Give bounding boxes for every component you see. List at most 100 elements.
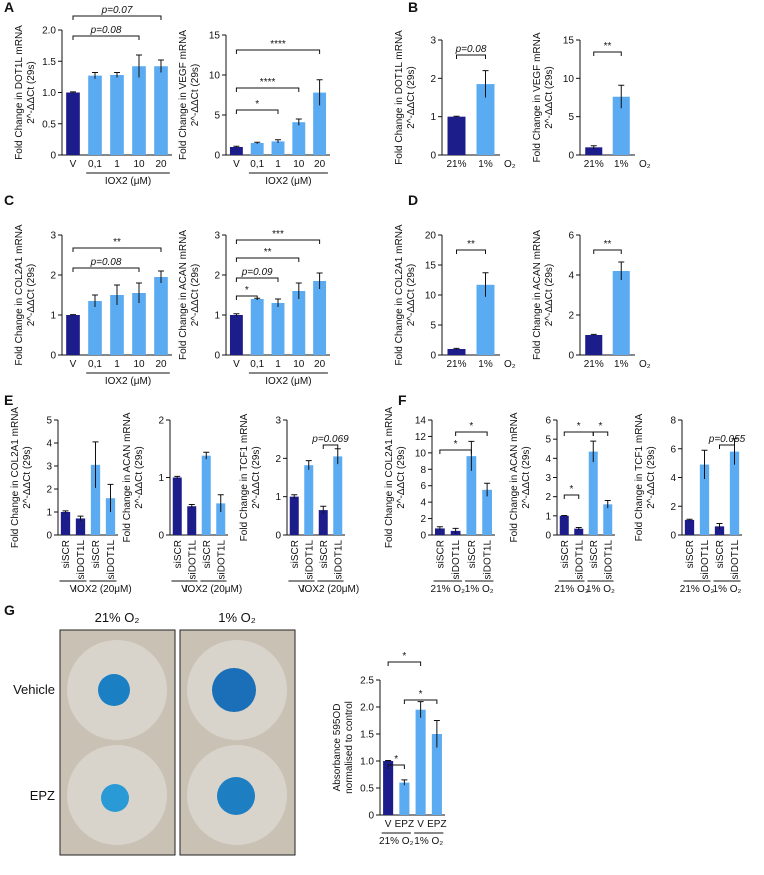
x-tick-label: V [70, 159, 77, 170]
y-axis-label: 2^-ΔΔCt (29s) [251, 446, 262, 509]
group-label: IOX2 (μM) [105, 376, 151, 387]
group-label: 1% O₂ [586, 584, 615, 595]
group-label: 1% O₂ [414, 836, 443, 847]
y-tick-label: 6 [420, 481, 426, 492]
y-axis-label: 2^-ΔΔCt (29s) [544, 264, 555, 327]
group-label: IOX2 (20μM) [74, 584, 131, 595]
x-tick-label: siDOT1L [304, 540, 315, 580]
y-tick-label: 4 [420, 498, 426, 509]
y-tick-label: 0 [50, 151, 56, 162]
y-axis-label: 2^-ΔΔCt (29s) [190, 264, 201, 327]
x-tick-label: siDOT1L [574, 540, 585, 580]
bar [132, 293, 146, 355]
y-axis-label: Fold Change in DOT1L mRNA [14, 25, 25, 160]
y-tick-label: 6 [545, 416, 551, 427]
y-axis-label: 2^-ΔΔCt (29s) [406, 264, 417, 327]
x-suffix: O₂ [639, 159, 651, 170]
panel-letter: C [4, 192, 14, 208]
bar [476, 284, 495, 355]
significance-label: p=0.08 [455, 44, 487, 55]
significance-bracket [235, 87, 300, 92]
error-bar [401, 779, 408, 786]
error-bar [468, 440, 475, 471]
y-tick-label: 2 [670, 502, 676, 513]
bar [66, 92, 80, 155]
x-tick-label: 21% [584, 359, 604, 370]
y-tick-label: 2.0 [42, 26, 56, 37]
y-tick-label: 1 [430, 112, 436, 123]
y-tick-label: 0 [568, 351, 574, 362]
significance-bracket [455, 431, 488, 436]
significance-label: * [454, 439, 458, 450]
y-tick-label: 6 [568, 231, 574, 242]
bar [318, 510, 328, 535]
error-bar [136, 282, 142, 303]
y-tick-label: 0 [670, 531, 676, 542]
y-axis-label: 2^-ΔΔCt (29s) [406, 66, 417, 129]
bar [431, 734, 442, 815]
y-axis-label: 2^-ΔΔCt (29s) [190, 64, 201, 127]
x-tick-label: siSCR [435, 540, 446, 568]
y-tick-label: 5 [545, 435, 551, 446]
image-column-label: 21% O₂ [95, 610, 140, 625]
error-bar [436, 526, 443, 531]
y-tick-label: 3 [430, 36, 436, 47]
bar [333, 456, 343, 535]
y-tick-label: 8 [670, 416, 676, 427]
significance-bracket [235, 257, 300, 262]
image-panel: 21% O₂ 1% O₂ Vehicle EPZ [13, 610, 296, 856]
y-tick-label: 3 [46, 462, 52, 473]
significance-bracket [322, 444, 339, 449]
x-tick-label: V [233, 159, 240, 170]
bar [603, 504, 613, 535]
error-bar [590, 333, 597, 336]
y-tick-label: 2 [158, 416, 164, 427]
bar [75, 518, 86, 535]
x-tick-label: 1% [478, 359, 493, 370]
y-tick-label: 12 [415, 432, 427, 443]
group-label: IOX2 (μM) [265, 376, 311, 387]
error-bar [453, 115, 460, 118]
y-tick-label: 2 [275, 454, 281, 465]
panel-letter: F [398, 392, 407, 408]
significance-bracket [235, 277, 279, 282]
y-tick-label: 5 [430, 321, 436, 332]
error-bar [188, 504, 195, 508]
bar [714, 526, 725, 535]
error-bar [275, 298, 281, 307]
y-tick-label: 4 [545, 454, 551, 465]
y-axis-label: 2^-ΔΔCt (29s) [22, 446, 33, 509]
significance-bracket [593, 51, 622, 56]
y-tick-label: 0 [420, 531, 426, 542]
significance-label: p=0.08 [90, 25, 122, 36]
bar [187, 506, 197, 535]
y-axis-label: Fold Change in ACAN mRNA [509, 412, 520, 542]
x-tick-label: siDOT1L [106, 540, 117, 580]
bar [154, 66, 168, 155]
x-tick-label: 1 [114, 359, 120, 370]
significance-bracket [72, 267, 140, 272]
y-tick-label: 0 [430, 151, 436, 162]
error-bar [316, 272, 323, 289]
error-bar [158, 59, 164, 73]
x-tick-label: siSCR [319, 540, 330, 568]
y-tick-label: 0 [545, 531, 551, 542]
bar [172, 477, 182, 535]
x-tick-label: 10 [133, 359, 145, 370]
bar [90, 464, 101, 535]
y-tick-label: 1.0 [360, 757, 374, 768]
panel-letter: D [408, 192, 418, 208]
error-bar [716, 523, 723, 530]
bar [729, 451, 740, 535]
error-bar [233, 145, 240, 148]
y-axis-label: 2^-ΔΔCt (29s) [396, 446, 407, 509]
significance-label: * [469, 421, 473, 432]
y-tick-label: 10 [425, 291, 437, 302]
significance-bracket [403, 699, 438, 704]
group-label: V [70, 584, 77, 595]
x-tick-label: 0,1 [88, 159, 102, 170]
stain [101, 784, 129, 812]
x-tick-label: siSCR [560, 540, 571, 568]
y-tick-label: 3 [50, 231, 56, 242]
bar [88, 75, 102, 155]
